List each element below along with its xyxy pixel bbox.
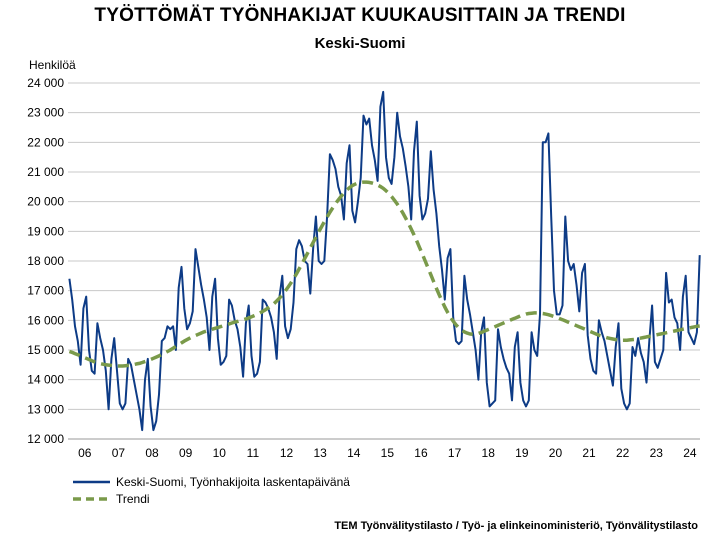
x-tick-label: 20 [549, 446, 563, 460]
y-tick-label: 22 000 [27, 135, 64, 149]
x-tick-label: 09 [179, 446, 193, 460]
y-tick-label: 15 000 [27, 343, 64, 357]
x-tick-label: 24 [683, 446, 697, 460]
chart-subtitle: Keski-Suomi [314, 35, 406, 52]
x-tick-label: 22 [616, 446, 630, 460]
x-tick-label: 10 [213, 446, 227, 460]
x-tick-labels: 06 07 08 09 10 11 12 13 14 15 16 17 18 19 20 21 22 23 24 [78, 446, 697, 460]
y-tick-label: 23 000 [27, 106, 64, 120]
series-line-trend [68, 180, 700, 368]
x-tick-label: 18 [482, 446, 496, 460]
y-tick-label: 24 000 [27, 76, 64, 90]
y-tick-label: 18 000 [27, 254, 64, 268]
legend: Keski-Suomi, Työnhakijoita laskentapäivä… [73, 475, 350, 506]
x-tick-label: 07 [112, 446, 126, 460]
x-tick-label: 08 [145, 446, 159, 460]
x-tick-label: 12 [280, 446, 294, 460]
y-tick-label: 14 000 [27, 373, 64, 387]
y-tick-label: 13 000 [27, 402, 64, 416]
source-note: TEM Työnvälitystilasto / Työ- ja elinkei… [334, 520, 698, 532]
x-tick-label: 15 [381, 446, 395, 460]
legend-label: Trendi [116, 492, 150, 506]
y-axis-label: Henkilöä [29, 58, 76, 72]
x-tick-label: 19 [515, 446, 529, 460]
series-lines [68, 90, 701, 432]
y-tick-label: 12 000 [27, 432, 64, 446]
series-line-keski-suomi [68, 90, 701, 432]
y-tick-label: 16 000 [27, 313, 64, 327]
y-tick-label: 19 000 [27, 224, 64, 238]
legend-label: Keski-Suomi, Työnhakijoita laskentapäivä… [116, 475, 350, 489]
x-tick-label: 11 [247, 446, 260, 460]
y-tick-label: 17 000 [27, 284, 64, 298]
gridlines [68, 82, 700, 440]
x-tick-label: 14 [347, 446, 361, 460]
x-tick-label: 21 [582, 446, 596, 460]
x-tick-label: 06 [78, 446, 92, 460]
y-tick-label: 20 000 [27, 195, 64, 209]
chart-title: TYÖTTÖMÄT TYÖNHAKIJAT KUUKAUSITTAIN JA T… [94, 5, 626, 26]
x-tick-label: 16 [414, 446, 428, 460]
x-tick-label: 13 [313, 446, 327, 460]
x-tick-label: 17 [448, 446, 462, 460]
y-tick-labels: 12 000 13 000 14 000 15 000 16 000 17 000 18 0… [27, 76, 64, 446]
x-tick-label: 23 [650, 446, 664, 460]
y-tick-label: 21 000 [27, 165, 64, 179]
